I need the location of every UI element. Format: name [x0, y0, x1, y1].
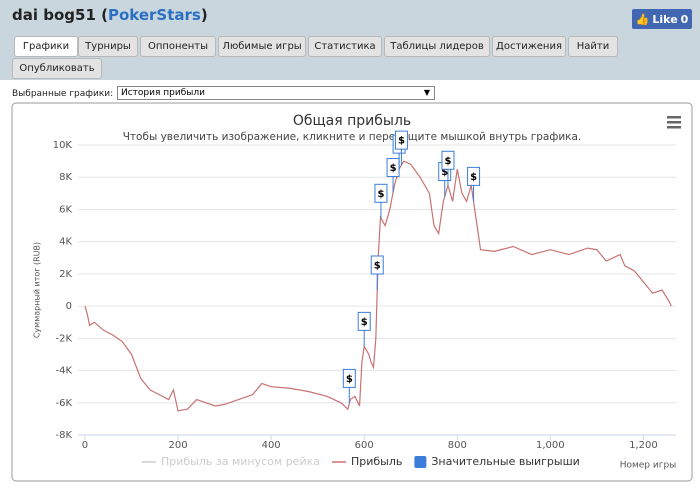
y-tick-label: 2K	[59, 269, 72, 280]
title-text: )	[200, 6, 208, 24]
y-tick-label: 6K	[59, 204, 72, 215]
tab[interactable]: Любимые игры	[218, 36, 306, 57]
chart-frame	[11, 102, 693, 482]
flag-box	[441, 150, 455, 170]
y-tick-label: -2K	[55, 333, 72, 344]
flag-box	[357, 311, 371, 331]
tab[interactable]: Найти	[568, 36, 618, 57]
flag-label: $	[346, 374, 353, 385]
y-tick-label: -4K	[55, 366, 72, 377]
x-tick-label: 1,000	[536, 440, 565, 451]
like-label: Like	[652, 12, 678, 26]
chart-subtitle: Чтобы увеличить изображение, кликните и …	[123, 131, 582, 143]
flag-box	[374, 183, 388, 203]
y-tick-label: 4K	[59, 237, 72, 248]
y-tick-label: 10K	[53, 140, 73, 151]
flag-box	[394, 130, 408, 150]
legend-item[interactable]: Значительные выигрыши	[414, 455, 580, 468]
flag-box	[467, 166, 481, 186]
selector-label: Выбранные графики:	[12, 89, 114, 99]
y-tick-label: -8K	[55, 430, 72, 441]
flag: $	[370, 255, 384, 290]
x-tick-label: 0	[82, 440, 88, 451]
legend-label: Прибыль	[351, 455, 402, 468]
menu-icon[interactable]	[667, 116, 681, 129]
legend-label: Прибыль за минусом рейка	[161, 455, 320, 468]
title-text: dai bog51 (	[12, 6, 108, 24]
page-title: dai bog51 (PokerStars)	[12, 6, 208, 24]
flag-box	[342, 368, 356, 388]
flag-label: $	[390, 163, 397, 174]
y-axis-title: Суммарный итог (RUB)	[33, 242, 42, 338]
y-tick-label: -6K	[55, 398, 72, 409]
flag-label: $	[377, 189, 384, 200]
x-tick-label: 200	[169, 440, 188, 451]
chart-selector[interactable]: История прибыли	[117, 86, 435, 100]
tab[interactable]: Оппоненты	[140, 36, 216, 57]
flag-box	[370, 255, 384, 275]
tab[interactable]: Опубликовать	[12, 58, 102, 79]
like-count: 0	[680, 12, 689, 26]
flag-label: $	[398, 136, 405, 147]
tab[interactable]: Графики	[14, 36, 78, 57]
x-tick-label: 800	[448, 440, 467, 451]
legend-label: Значительные выигрыши	[431, 455, 579, 468]
flag-label: $	[441, 167, 448, 178]
like-button[interactable]: 👍 Like 0	[632, 9, 692, 29]
flag: $	[374, 183, 388, 219]
flag-label: $	[361, 317, 368, 328]
tab[interactable]: Турниры	[78, 36, 138, 57]
tab[interactable]: Достижения	[492, 36, 566, 57]
tab[interactable]: Таблицы лидеров	[384, 36, 490, 57]
flag: $	[342, 368, 356, 404]
flag: $	[357, 311, 371, 347]
tab[interactable]: Статистика	[308, 36, 382, 57]
legend-swatch	[414, 456, 427, 468]
site-link[interactable]: PokerStars	[107, 6, 201, 24]
y-tick-label: 0	[66, 301, 72, 312]
flag-label: $	[374, 261, 381, 272]
flag-label: $	[470, 172, 477, 183]
flag-label: $	[444, 156, 451, 167]
x-tick-label: 400	[262, 440, 281, 451]
legend-item[interactable]: Прибыль за минусом рейка	[142, 455, 320, 468]
y-tick-label: 8K	[59, 172, 72, 183]
flag: $	[467, 166, 481, 202]
legend-item[interactable]: Прибыль	[331, 455, 402, 468]
flag: $	[394, 130, 408, 166]
line-series	[84, 160, 672, 412]
flag: $	[441, 150, 455, 186]
x-tick-label: 1,200	[629, 440, 658, 451]
chart-title: Общая прибыль	[293, 113, 411, 129]
x-tick-label: 600	[355, 440, 374, 451]
x-axis-title: Номер игры	[620, 461, 677, 471]
